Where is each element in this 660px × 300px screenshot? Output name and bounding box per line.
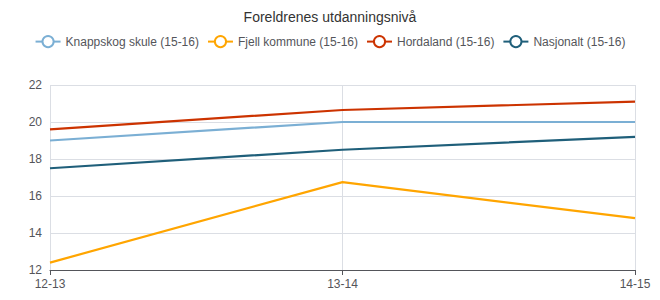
svg-text:Hordaland (15-16): Hordaland (15-16) <box>397 35 494 49</box>
svg-text:12: 12 <box>29 263 43 277</box>
svg-text:12-13: 12-13 <box>35 277 66 291</box>
svg-text:14-15: 14-15 <box>620 277 651 291</box>
svg-text:Fjell kommune (15-16): Fjell kommune (15-16) <box>238 35 358 49</box>
svg-text:13-14: 13-14 <box>327 277 358 291</box>
svg-text:16: 16 <box>29 189 43 203</box>
svg-text:18: 18 <box>29 152 43 166</box>
svg-text:Foreldrenes utdanningsnivå: Foreldrenes utdanningsnivå <box>244 9 417 25</box>
svg-text:Nasjonalt (15-16): Nasjonalt (15-16) <box>533 35 625 49</box>
svg-text:Knappskog skule (15-16): Knappskog skule (15-16) <box>66 35 199 49</box>
svg-text:20: 20 <box>29 115 43 129</box>
svg-text:14: 14 <box>29 226 43 240</box>
svg-text:22: 22 <box>29 78 43 92</box>
